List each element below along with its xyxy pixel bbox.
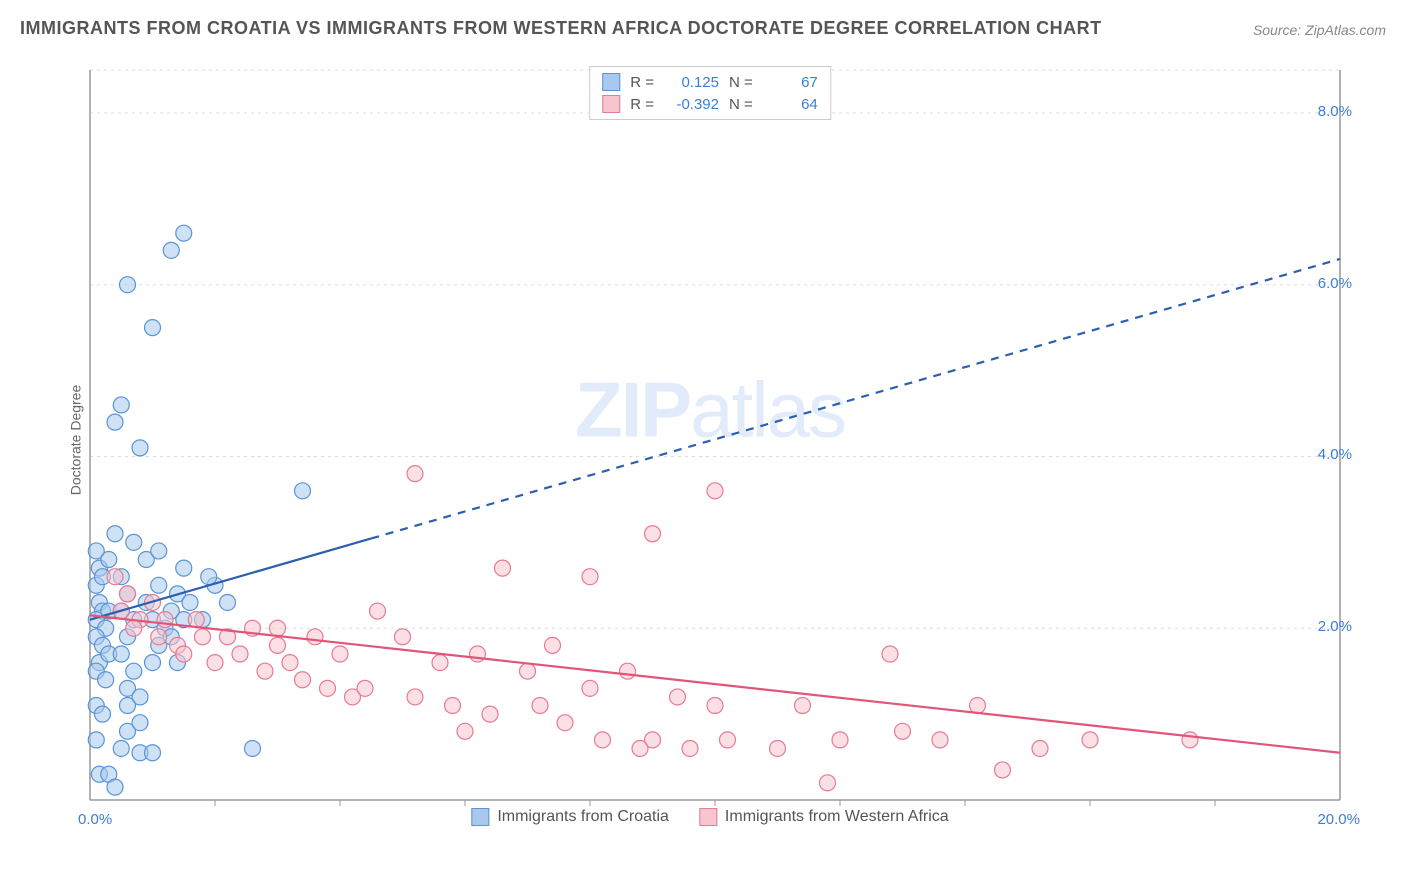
scatter-plot: [60, 60, 1360, 820]
legend-item-series-2: Immigrants from Western Africa: [699, 808, 949, 826]
r-label: R =: [630, 96, 654, 113]
r-value-series-2: -0.392: [664, 96, 719, 113]
r-value-series-1: 0.125: [664, 74, 719, 91]
swatch-series-2: [699, 808, 717, 826]
legend-item-series-1: Immigrants from Croatia: [471, 808, 669, 826]
r-label: R =: [630, 74, 654, 91]
y-tick-label: 4.0%: [1318, 446, 1352, 463]
n-value-series-1: 67: [763, 74, 818, 91]
n-label: N =: [729, 96, 753, 113]
correlation-row-series-1: R = 0.125 N = 67: [602, 71, 818, 93]
n-label: N =: [729, 74, 753, 91]
x-tick-label: 0.0%: [78, 811, 112, 828]
swatch-series-2: [602, 95, 620, 113]
chart-title: IMMIGRANTS FROM CROATIA VS IMMIGRANTS FR…: [20, 18, 1102, 39]
x-tick-label: 20.0%: [1317, 811, 1360, 828]
chart-area: Doctorate Degree ZIPatlas R = 0.125 N = …: [60, 60, 1360, 820]
legend-label-series-2: Immigrants from Western Africa: [725, 808, 949, 826]
series-legend: Immigrants from Croatia Immigrants from …: [471, 808, 948, 826]
correlation-legend: R = 0.125 N = 67 R = -0.392 N = 64: [589, 66, 831, 120]
y-tick-label: 8.0%: [1318, 103, 1352, 120]
swatch-series-1: [471, 808, 489, 826]
legend-label-series-1: Immigrants from Croatia: [497, 808, 669, 826]
y-tick-label: 2.0%: [1318, 618, 1352, 635]
swatch-series-1: [602, 73, 620, 91]
source-attribution: Source: ZipAtlas.com: [1253, 22, 1386, 38]
correlation-row-series-2: R = -0.392 N = 64: [602, 93, 818, 115]
y-tick-label: 6.0%: [1318, 275, 1352, 292]
n-value-series-2: 64: [763, 96, 818, 113]
